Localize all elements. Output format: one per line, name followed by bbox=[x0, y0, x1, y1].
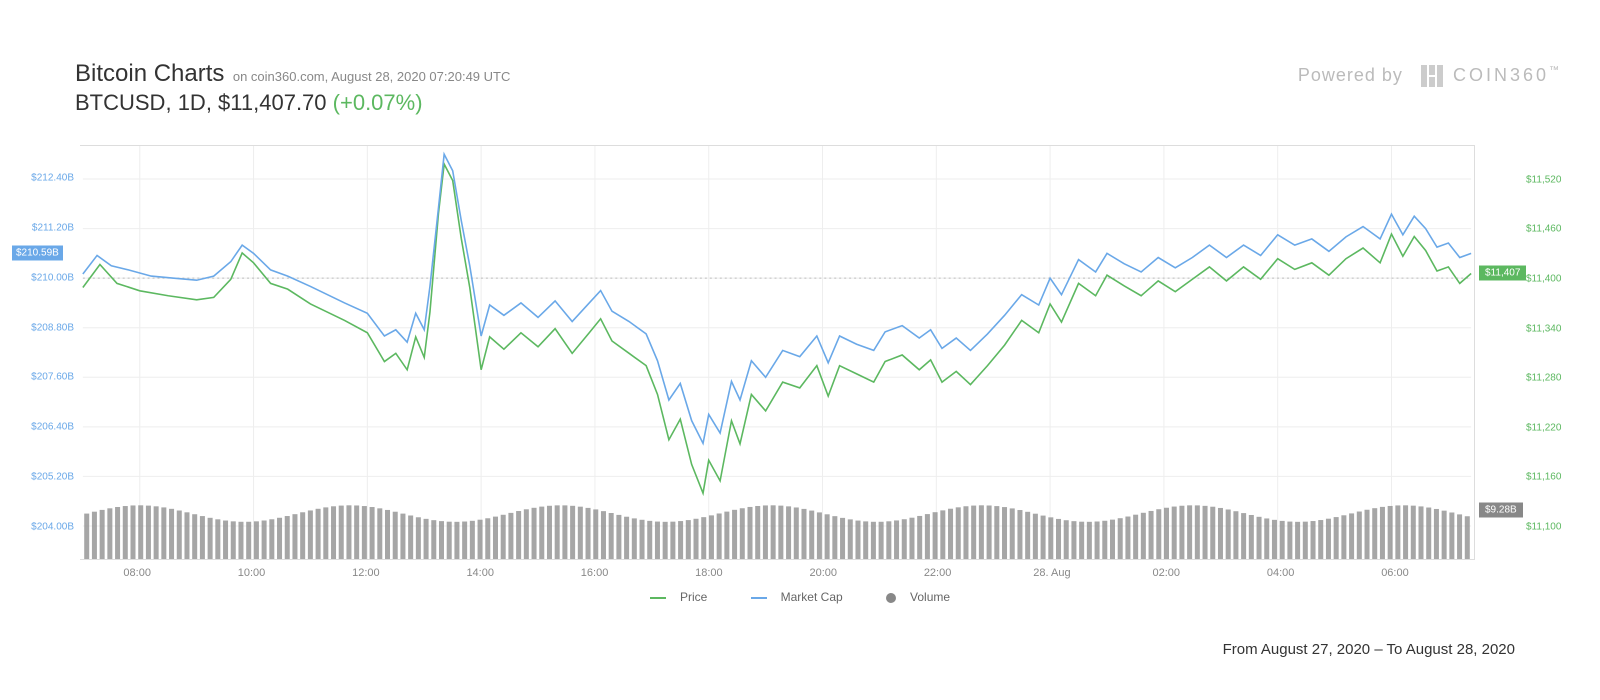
legend-mcap: Market Cap bbox=[741, 590, 853, 604]
legend-volume: Volume bbox=[876, 590, 960, 604]
chart-header: Bitcoin Charts on coin360.com, August 28… bbox=[75, 60, 510, 116]
y-left-tick: $206.40B bbox=[31, 422, 74, 433]
coin360-logo-icon bbox=[1421, 65, 1443, 87]
y-right-tick: $11,160 bbox=[1526, 472, 1561, 483]
y-left-tick: $210.00B bbox=[31, 272, 74, 283]
x-tick: 16:00 bbox=[581, 567, 609, 579]
brand-name: COIN360 bbox=[1453, 65, 1549, 85]
date-range-footer: From August 27, 2020 – To August 28, 202… bbox=[1223, 641, 1515, 658]
y-right-tick: $11,220 bbox=[1526, 422, 1561, 433]
x-tick: 14:00 bbox=[466, 567, 494, 579]
y-left-tick: $208.80B bbox=[31, 322, 74, 333]
powered-by-brand: Powered by COIN360™ bbox=[1298, 65, 1560, 87]
y-right-tick: $11,340 bbox=[1526, 323, 1561, 334]
y-left-tick: $207.60B bbox=[31, 372, 74, 383]
y-right-tick: $11,400 bbox=[1526, 273, 1561, 284]
x-tick: 10:00 bbox=[238, 567, 266, 579]
y-axis-right-price: $11,100 $11,160 $11,220 $11,280 $11,340 $11,4… bbox=[1526, 145, 1596, 560]
x-tick: 28. Aug bbox=[1033, 567, 1070, 579]
y-right-tick: $11,460 bbox=[1526, 224, 1561, 235]
y-left-tick: $204.00B bbox=[31, 521, 74, 532]
mcap-current-badge: $210.59B bbox=[12, 245, 63, 260]
y-axis-left-mcap: $204.00B $205.20B $206.40B $207.60B $208.80B… bbox=[18, 145, 74, 560]
y-left-tick: $211.20B bbox=[32, 223, 74, 234]
y-right-tick: $11,100 bbox=[1526, 521, 1561, 532]
price-change: (+0.07%) bbox=[333, 90, 423, 115]
pair-label: BTCUSD bbox=[75, 90, 165, 115]
x-tick: 20:00 bbox=[809, 567, 837, 579]
y-right-tick: $11,280 bbox=[1526, 373, 1561, 384]
volume-current-badge: $9.28B bbox=[1479, 503, 1523, 518]
x-tick: 06:00 bbox=[1381, 567, 1409, 579]
chart-svg bbox=[80, 146, 1474, 559]
x-tick: 02:00 bbox=[1153, 567, 1181, 579]
chart-price-line: BTCUSD, 1D, $11,407.70 (+0.07%) bbox=[75, 90, 510, 116]
x-tick: 08:00 bbox=[123, 567, 151, 579]
x-tick: 22:00 bbox=[924, 567, 952, 579]
y-right-tick: $11,520 bbox=[1526, 174, 1561, 185]
powered-by-text: Powered by bbox=[1298, 65, 1403, 85]
x-tick: 18:00 bbox=[695, 567, 723, 579]
interval-label: 1D bbox=[178, 90, 206, 115]
chart-legend: Price Market Cap Volume bbox=[0, 590, 1600, 604]
x-tick: 12:00 bbox=[352, 567, 380, 579]
y-left-tick: $205.20B bbox=[31, 472, 74, 483]
chart-title: Bitcoin Charts bbox=[75, 60, 224, 87]
brand-tm: ™ bbox=[1549, 65, 1560, 76]
price-current-badge: $11,407 bbox=[1479, 266, 1526, 281]
chart-subtitle: on coin360.com, August 28, 2020 07:20:49… bbox=[233, 69, 511, 84]
y-left-tick: $212.40B bbox=[31, 173, 74, 184]
legend-price: Price bbox=[640, 590, 717, 604]
x-tick: 04:00 bbox=[1267, 567, 1295, 579]
chart-plot-area[interactable] bbox=[80, 145, 1475, 560]
price-value: $11,407.70 bbox=[218, 90, 326, 115]
